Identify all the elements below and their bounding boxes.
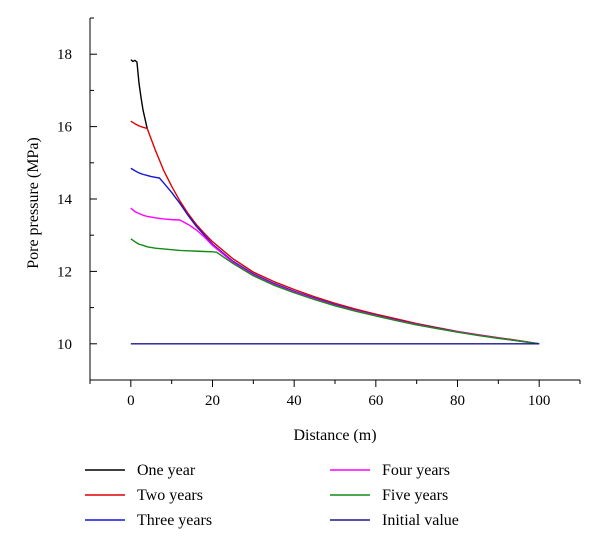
- y-tick-label: 18: [57, 47, 72, 63]
- series-line-four-years: [130, 207, 540, 345]
- legend-label: One year: [137, 462, 196, 479]
- legend-label: Two years: [137, 487, 203, 504]
- x-tick-label: 60: [368, 393, 383, 409]
- legend-label: Initial value: [382, 512, 459, 529]
- legend-label: Four years: [382, 462, 450, 479]
- legend-label: Five years: [382, 487, 448, 504]
- x-tick-label: 20: [205, 393, 220, 409]
- axes: 0 20 40 60 80 100 10 12 14 16 18: [57, 17, 581, 409]
- series-line-three-years: [130, 167, 540, 345]
- x-tick-label: 0: [127, 393, 135, 409]
- y-tick-label: 16: [57, 120, 73, 136]
- legend-label: Three years: [137, 512, 212, 529]
- y-tick-label: 12: [57, 264, 72, 280]
- series-line-two-years: [130, 120, 540, 345]
- y-tick-label: 14: [57, 192, 73, 208]
- y-axis-title: Pore pressure (MPa): [25, 137, 42, 269]
- x-axis-title: Distance (m): [293, 427, 376, 444]
- series-layer: [130, 59, 540, 345]
- x-tick-label: 80: [450, 393, 465, 409]
- series-line-one-year: [130, 59, 148, 129]
- series-line-five-years: [130, 238, 540, 345]
- y-tick-label: 10: [57, 337, 72, 353]
- x-tick-label: 40: [287, 393, 302, 409]
- legend: One year Two years Three years Four years Fi…: [85, 462, 459, 529]
- x-tick-label: 100: [528, 393, 551, 409]
